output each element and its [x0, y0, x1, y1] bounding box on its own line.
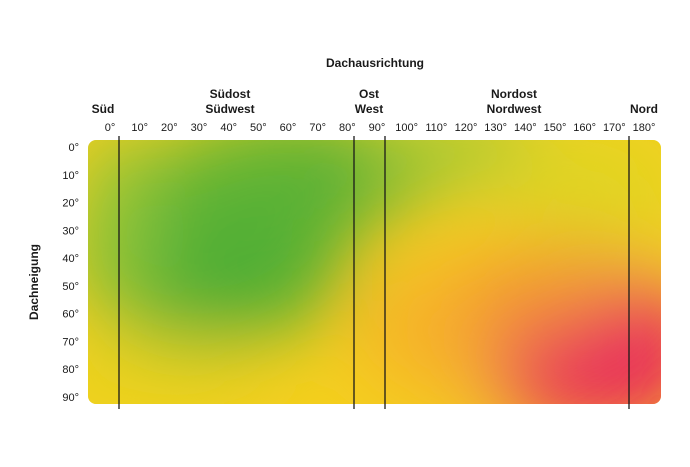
y-axis-ticks: 0° 10° 20° 30° 40° 50° 60° 70° 80° 90°	[62, 142, 79, 404]
x-tick-label: 70°	[309, 122, 326, 134]
direction-label: Südost Südwest	[205, 87, 255, 116]
x-tick-label: 0°	[105, 122, 116, 134]
y-tick-label: 70°	[62, 336, 79, 348]
x-tick-label: 140°	[514, 122, 537, 134]
x-tick-label: 80°	[339, 122, 356, 134]
x-tick-label: 10°	[131, 122, 148, 134]
y-tick-label: 80°	[62, 364, 79, 376]
direction-label: Nord	[630, 102, 658, 116]
x-tick-label: 130°	[484, 122, 507, 134]
x-axis-ticks: 0° 10° 20° 30° 40° 50° 60° 70° 80° 90° 100° 110° 120…	[105, 122, 656, 134]
x-tick-label: 100°	[395, 122, 418, 134]
direction-label: Nordost Nordwest	[486, 87, 542, 116]
x-tick-label: 30°	[191, 122, 208, 134]
y-tick-label: 90°	[62, 392, 79, 404]
y-tick-label: 10°	[62, 170, 79, 182]
y-tick-label: 20°	[62, 198, 79, 210]
divider-lines	[118, 136, 630, 409]
chart-title: Dachausrichtung	[325, 56, 424, 70]
y-tick-label: 0°	[68, 142, 79, 154]
y-tick-label: 50°	[62, 281, 79, 293]
direction-label: Süd	[91, 102, 115, 116]
direction-label: Ost West	[354, 87, 384, 116]
x-tick-label: 90°	[369, 122, 386, 134]
y-tick-label: 40°	[62, 253, 79, 265]
x-tick-label: 170°	[603, 122, 626, 134]
heatmap-area	[88, 140, 661, 404]
x-tick-label: 40°	[220, 122, 237, 134]
x-tick-label: 60°	[280, 122, 297, 134]
y-tick-label: 60°	[62, 309, 79, 321]
x-tick-label: 180°	[633, 122, 656, 134]
x-tick-label: 150°	[544, 122, 567, 134]
x-tick-label: 110°	[425, 122, 447, 134]
x-tick-label: 160°	[573, 122, 596, 134]
y-tick-label: 30°	[62, 225, 79, 237]
x-tick-label: 20°	[161, 122, 178, 134]
x-tick-label: 120°	[455, 122, 478, 134]
x-tick-label: 50°	[250, 122, 267, 134]
